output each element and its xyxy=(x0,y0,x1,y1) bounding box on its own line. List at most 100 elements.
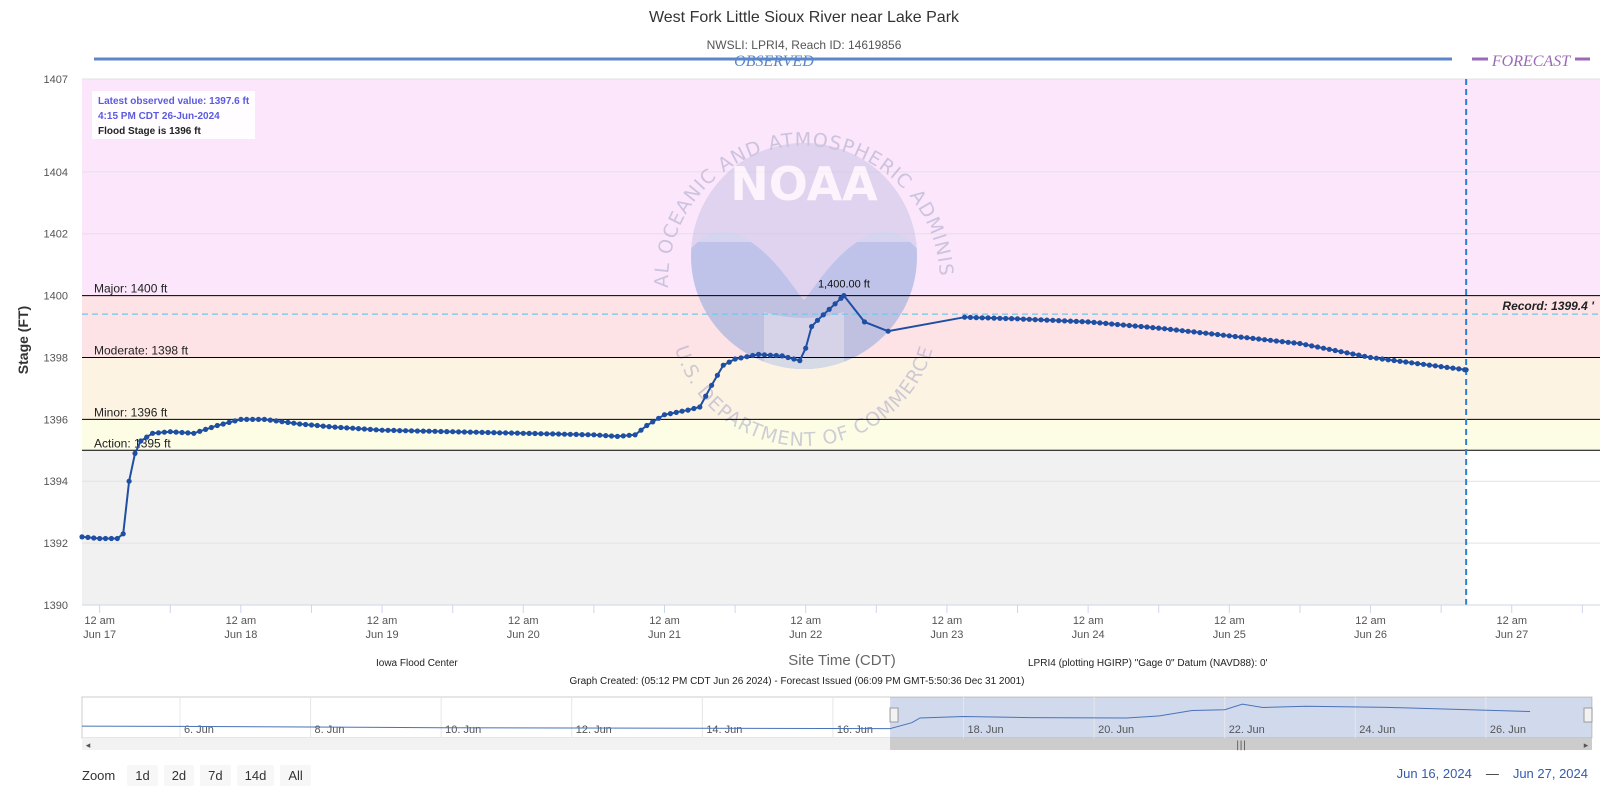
stage-point xyxy=(214,422,220,429)
stage-point xyxy=(132,450,138,456)
navigator-label: 8. Jun xyxy=(315,724,345,736)
navigator-handle[interactable] xyxy=(1583,707,1593,723)
stage-point xyxy=(420,428,426,434)
stage-point xyxy=(150,430,156,436)
stage-point xyxy=(756,351,762,357)
navigator-label: 16. Jun xyxy=(837,724,873,736)
stage-point xyxy=(1450,365,1456,371)
stage-point xyxy=(967,314,974,320)
stage-point xyxy=(320,423,326,429)
stage-point xyxy=(820,312,826,318)
x-tick-label: Jun 17 xyxy=(83,629,116,641)
stage-point xyxy=(1391,357,1397,364)
navigator-handle[interactable] xyxy=(889,707,899,723)
stage-point xyxy=(444,429,450,435)
stage-point xyxy=(1179,328,1185,334)
stage-point xyxy=(461,429,467,435)
y-axis-label: Stage (FT) xyxy=(15,306,31,374)
stage-point xyxy=(1138,323,1144,330)
record-label: Record: 1399.4 ' xyxy=(1502,299,1595,313)
peak-annotation: 1,400.00 ft xyxy=(818,279,870,291)
stage-point xyxy=(1303,342,1309,348)
stage-point xyxy=(1403,359,1409,365)
chart-title: West Fork Little Sioux River near Lake P… xyxy=(649,9,960,26)
stage-point xyxy=(1262,337,1268,343)
x-tick-label: Jun 21 xyxy=(648,629,681,641)
navigator[interactable]: 6. Jun 8. Jun 10. Jun 12. Jun 14. Jun 16. Jun… xyxy=(81,696,1593,751)
stage-point xyxy=(608,433,615,439)
zoom-2d-button[interactable]: 2d xyxy=(163,764,195,786)
stage-point xyxy=(102,535,109,542)
stage-point xyxy=(1432,363,1438,369)
band-normal xyxy=(82,450,1467,605)
stage-point xyxy=(673,409,679,415)
stage-point xyxy=(197,428,203,434)
stage-point xyxy=(1273,338,1279,344)
stage-point xyxy=(691,405,697,412)
stage-point xyxy=(720,362,726,368)
stage-point xyxy=(1267,337,1274,343)
stage-point xyxy=(1091,319,1097,325)
stage-point xyxy=(561,431,568,437)
stage-point xyxy=(1062,318,1068,324)
forecast-label: FORECAST xyxy=(1491,53,1571,70)
x-tick-label: Jun 25 xyxy=(1213,629,1246,641)
stage-point xyxy=(620,433,626,439)
stage-point xyxy=(432,428,438,434)
stage-series xyxy=(79,293,1469,542)
stage-point xyxy=(144,434,150,440)
stage-point xyxy=(491,430,497,436)
zoom-14d-button[interactable]: 14d xyxy=(236,764,275,786)
stage-point xyxy=(508,430,515,436)
stage-point xyxy=(1067,318,1074,324)
stage-point xyxy=(1397,358,1403,364)
y-tick-label: 1400 xyxy=(44,291,68,303)
noaa-logo-text: NOAA xyxy=(730,157,878,211)
stage-point xyxy=(1444,364,1450,370)
stage-point xyxy=(573,431,579,437)
y-tick-label: 1394 xyxy=(44,476,68,488)
stage-point xyxy=(773,352,779,359)
x-tick-label: Jun 19 xyxy=(366,629,399,641)
stage-point xyxy=(250,416,256,422)
navigator-label: 18. Jun xyxy=(968,724,1004,736)
zoom-7d-button[interactable]: 7d xyxy=(200,764,231,786)
stage-point xyxy=(255,416,262,422)
scroll-right-icon[interactable]: ▸ xyxy=(1584,741,1589,751)
zoom-all-button[interactable]: All xyxy=(280,764,311,786)
stage-point xyxy=(1197,330,1203,336)
stage-point xyxy=(208,424,214,431)
stage-point xyxy=(1044,317,1050,323)
navigator-line xyxy=(81,703,1531,730)
stage-point xyxy=(997,315,1003,321)
stage-point xyxy=(85,534,91,541)
stage-point xyxy=(832,301,838,307)
stage-point xyxy=(1215,331,1221,338)
stage-point xyxy=(379,427,385,433)
stage-point xyxy=(244,416,250,422)
stage-point xyxy=(1320,345,1327,351)
flood-stage-note: Flood Stage is 1396 ft xyxy=(98,126,201,137)
stage-point xyxy=(373,427,379,433)
stage-point xyxy=(1085,319,1091,325)
stage-point xyxy=(697,404,703,410)
stage-point xyxy=(603,433,609,439)
x-tick-label: 12 am xyxy=(226,615,257,627)
stage-line xyxy=(81,294,1467,540)
stage-point xyxy=(638,427,644,433)
navigator-label: 14. Jun xyxy=(706,724,742,736)
stage-point xyxy=(1103,320,1109,326)
stage-point xyxy=(1297,340,1303,347)
info-box: Latest observed value: 1397.6 ft 4:15 PM… xyxy=(92,91,255,139)
range-to[interactable]: Jun 27, 2024 xyxy=(1512,766,1588,781)
range-from[interactable]: Jun 16, 2024 xyxy=(1396,766,1472,781)
stage-point xyxy=(1020,316,1026,322)
x-tick-label: 12 am xyxy=(84,615,115,627)
scrollbar-thumb[interactable] xyxy=(890,738,1592,750)
stage-point xyxy=(738,355,744,361)
scroll-left-icon[interactable]: ◂ xyxy=(86,741,91,751)
stage-point xyxy=(191,430,197,436)
stage-point xyxy=(1173,327,1179,333)
stage-point xyxy=(538,431,544,437)
zoom-1d-button[interactable]: 1d xyxy=(127,764,158,786)
